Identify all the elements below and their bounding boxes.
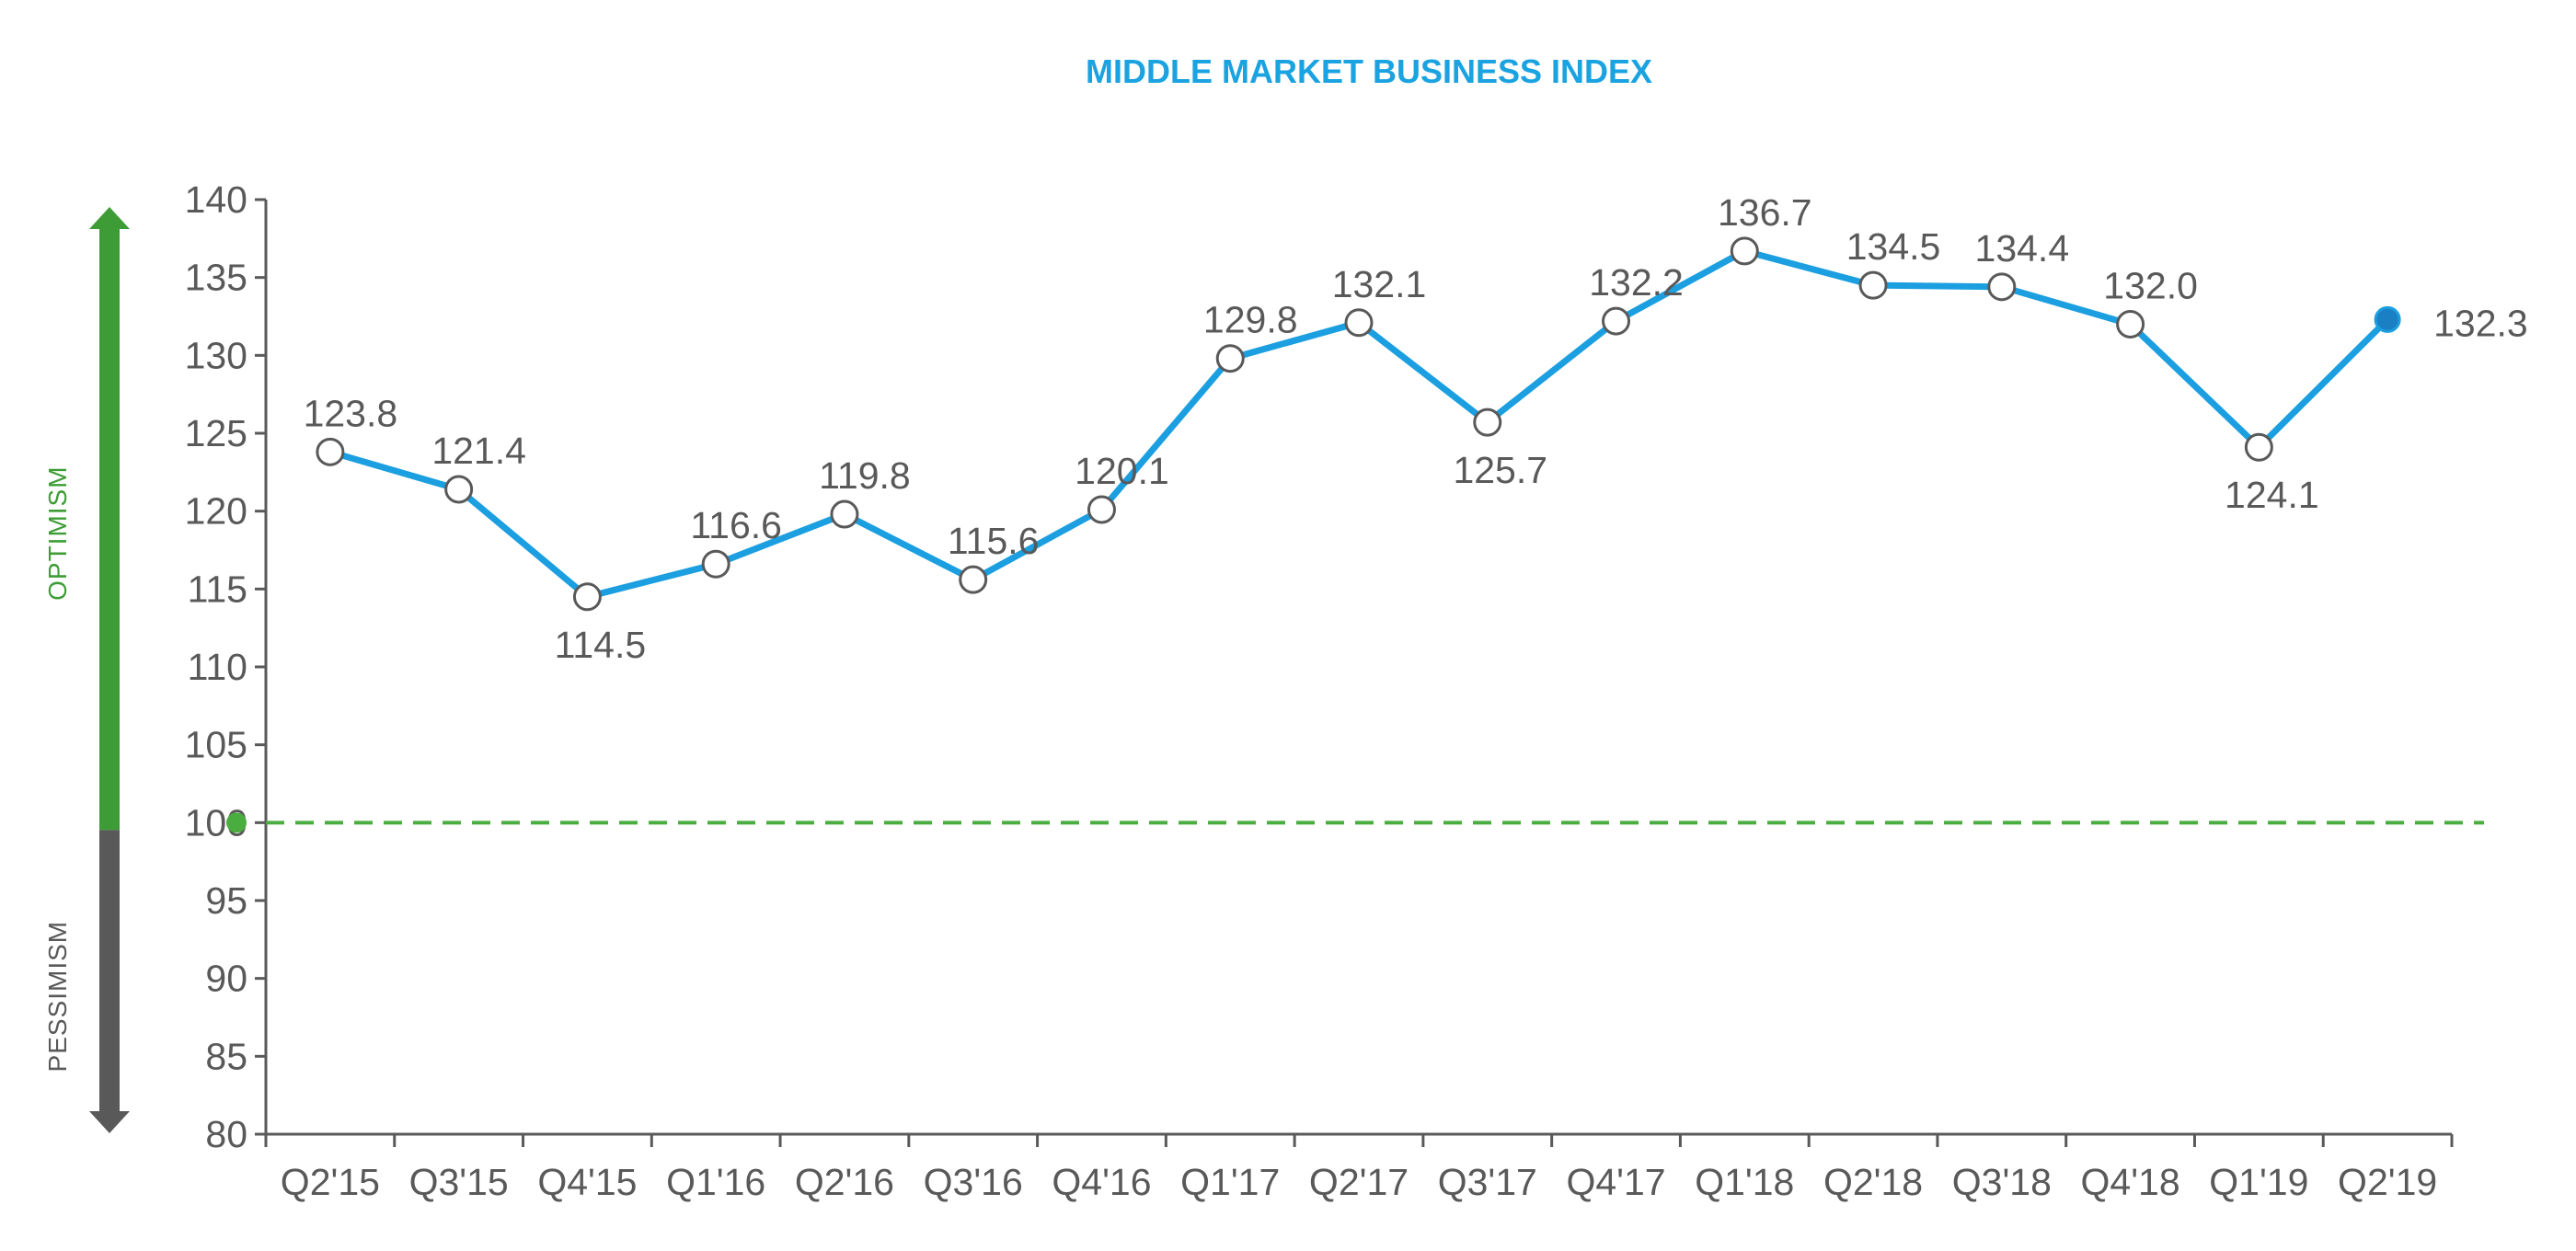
data-point-marker [1602,306,1631,336]
data-point-marker [701,549,730,579]
data-point-marker [1215,344,1245,373]
data-label: 132.3 [2433,302,2528,344]
x-tick-label: Q3'18 [1952,1161,2052,1203]
y-tick-label: 85 [205,1035,247,1077]
data-label: 119.8 [819,454,911,497]
reference-line-group [226,812,2484,833]
x-tick-label: Q4'15 [537,1161,637,1203]
optimism-arrow-head [89,207,130,229]
y-tick-label: 80 [205,1113,247,1155]
sentiment-indicator: OPTIMISM PESSIMISM [43,207,130,1133]
data-label: 132.1 [1332,263,1427,305]
y-tick-label: 130 [185,334,247,376]
data-label: 136.7 [1718,191,1812,234]
chart-title: MIDDLE MARKET BUSINESS INDEX [1086,52,1652,90]
x-tick-label: Q1'16 [666,1161,765,1203]
data-point-marker [830,499,859,529]
data-point-marker [959,565,988,594]
optimism-arrow-shaft [99,225,120,831]
data-point-marker [1473,407,1502,437]
x-tick-label: Q3'16 [924,1161,1023,1203]
x-tick-label: Q4'16 [1052,1161,1151,1203]
y-tick-label: 95 [205,879,247,922]
x-tick-label: Q3'17 [1438,1161,1537,1203]
data-label: 129.8 [1203,299,1298,341]
data-label: 120.1 [1075,450,1169,492]
data-label: 116.6 [690,504,782,546]
optimism-label: OPTIMISM [43,465,72,600]
data-label: 134.5 [1846,225,1941,268]
y-tick-label: 120 [185,490,247,533]
data-point-marker [1730,236,1759,266]
y-tick-label: 140 [185,178,247,221]
data-point-marker [2374,305,2401,333]
y-tick-label: 105 [185,724,247,766]
pessimism-label: PESSIMISM [43,921,72,1073]
data-label: 121.4 [431,430,526,472]
data-label: 123.8 [304,392,398,434]
axes: 80859095100105110115120125130135140Q2'15… [185,178,2454,1203]
y-tick-label: 125 [185,412,247,454]
x-tick-label: Q4'18 [2081,1161,2180,1203]
pessimism-arrow-shaft [99,830,120,1111]
data-point-marker [316,437,345,466]
data-label: 114.5 [555,624,647,666]
x-tick-label: Q1'19 [2209,1161,2308,1203]
x-tick-label: Q2'16 [795,1161,894,1203]
x-tick-label: Q2'18 [1823,1161,1923,1203]
reference-line-marker [226,812,247,833]
data-label: 132.0 [2103,264,2198,306]
data-point-marker [1344,308,1374,338]
series-group [316,236,2401,612]
data-label: 124.1 [2225,474,2319,516]
y-tick-label: 135 [185,257,247,299]
data-label: 125.7 [1453,449,1547,491]
y-tick-label: 110 [188,646,247,688]
data-point-marker [572,582,602,612]
x-tick-label: Q1'18 [1695,1161,1794,1203]
data-point-marker [1987,272,2017,302]
y-tick-label: 115 [188,568,247,610]
data-label: 115.6 [948,520,1040,562]
x-tick-label: Q4'17 [1566,1161,1665,1203]
pessimism-arrow-head [89,1111,130,1133]
x-tick-label: Q1'17 [1180,1161,1280,1203]
data-point-marker [2244,432,2273,462]
x-tick-label: Q2'19 [2338,1161,2437,1203]
data-point-marker [444,475,474,504]
data-point-marker [2116,309,2145,339]
y-tick-label: 90 [205,958,247,1000]
data-labels: 123.8 121.4 114.5 116.6 119.8 115.6 120.1 129.8… [304,191,2528,666]
x-tick-label: Q2'15 [281,1161,380,1203]
data-label: 132.2 [1589,261,1684,304]
data-label: 134.4 [1975,227,2070,270]
data-point-marker [1087,495,1116,524]
x-tick-label: Q3'15 [409,1161,509,1203]
x-tick-label: Q2'17 [1309,1161,1409,1203]
data-point-marker [1858,270,1888,300]
